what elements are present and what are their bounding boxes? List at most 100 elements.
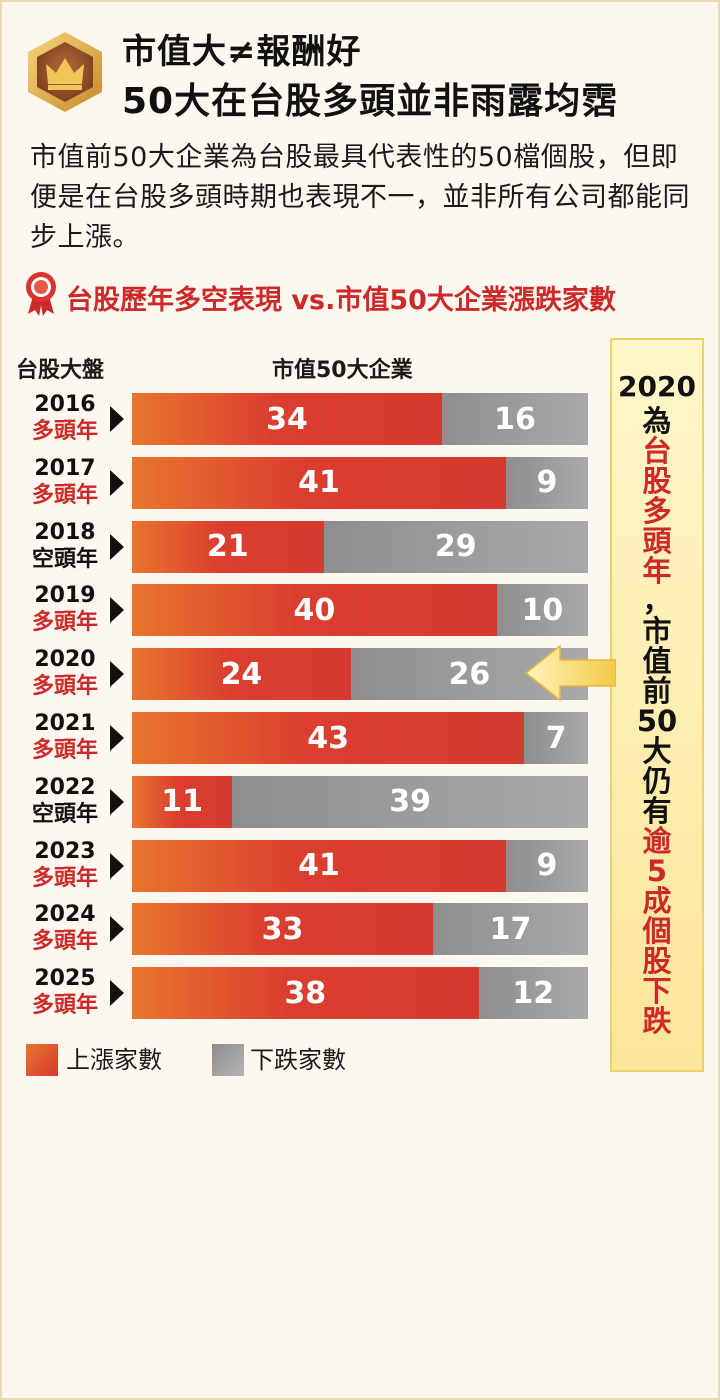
bar-segment-down: 29 <box>323 520 588 573</box>
bar-segment-down: 10 <box>496 584 588 637</box>
year-number: 2019 <box>34 583 96 609</box>
side-annotation-char: 年 <box>642 554 672 588</box>
triangle-pointer-icon <box>110 406 124 432</box>
year-number: 2022 <box>34 774 96 800</box>
triangle-pointer-icon <box>110 533 124 560</box>
market-state-label: 多頭年 <box>31 865 98 891</box>
side-annotation-char: 仍 <box>642 764 672 798</box>
bar-segment-up: 40 <box>132 584 497 637</box>
chart-row-2020: 2020 多頭年 24 26 <box>0 646 600 701</box>
triangle-pointer-icon <box>110 661 124 688</box>
side-annotation-char: 股 <box>642 944 672 978</box>
side-annotation-char: ， <box>642 584 672 618</box>
chart-row-2021: 2021 多頭年 43 7 <box>0 710 600 764</box>
year-label: 2021 多頭年 <box>20 710 110 764</box>
side-annotation-char: 多 <box>642 494 672 528</box>
year-number: 2016 <box>34 392 96 417</box>
stacked-bar: 34 16 <box>132 393 588 445</box>
column-header-top50: 市值50大企業 <box>272 358 413 383</box>
year-number: 2024 <box>34 902 96 928</box>
bar-segment-down: 9 <box>505 456 588 509</box>
year-number: 2023 <box>34 838 96 864</box>
side-annotation-char: 值 <box>642 644 672 678</box>
triangle-pointer-icon <box>110 788 124 815</box>
side-annotation-year: 2020 <box>618 370 696 403</box>
bar-segment-down: 12 <box>478 967 588 1020</box>
bar-segment-down: 9 <box>505 839 588 892</box>
legend-swatch-up <box>26 1044 58 1076</box>
market-state-label: 空頭年 <box>31 801 98 827</box>
triangle-pointer-icon <box>110 916 124 943</box>
chart-row-2016: 2016 多頭年 34 16 <box>0 392 600 445</box>
year-number: 2018 <box>34 519 96 545</box>
side-annotation-char: 大 <box>642 734 672 768</box>
triangle-pointer-icon <box>110 597 124 624</box>
side-annotation-char: 跌 <box>642 1004 672 1038</box>
chart-row-2017: 2017 多頭年 41 9 <box>0 455 600 509</box>
market-state-label: 多頭年 <box>31 610 98 636</box>
year-label: 2023 多頭年 <box>20 838 110 892</box>
side-annotation-char: 股 <box>642 464 672 498</box>
triangle-pointer-icon <box>110 469 124 496</box>
year-label: 2018 空頭年 <box>20 519 110 573</box>
legend-label-up: 上漲家數 <box>66 1046 162 1074</box>
title-line-2: 50大在台股多頭並非雨露均霑 <box>122 81 619 122</box>
bar-segment-up: 11 <box>132 775 233 828</box>
side-annotation-char: 5 <box>646 854 668 888</box>
bar-segment-up: 41 <box>132 456 506 509</box>
bar-segment-up: 38 <box>132 967 479 1020</box>
column-header-market: 台股大盤 <box>16 358 105 383</box>
legend-label-down: 下跌家數 <box>250 1046 346 1074</box>
year-number: 2025 <box>34 966 96 992</box>
stacked-bar: 40 10 <box>132 584 588 637</box>
chart-row-2025: 2025 多頭年 38 12 <box>0 966 600 1020</box>
bar-segment-down: 17 <box>432 903 588 956</box>
market-state-label: 多頭年 <box>31 482 98 508</box>
stacked-bar: 43 7 <box>132 712 588 764</box>
stacked-bar: 41 9 <box>132 456 588 509</box>
side-annotation-char: 個 <box>642 914 672 948</box>
bar-segment-up: 41 <box>132 839 506 892</box>
market-state-label: 多頭年 <box>31 419 98 444</box>
triangle-pointer-icon <box>110 725 124 751</box>
year-label: 2020 多頭年 <box>20 646 110 700</box>
chart-row-2022: 2022 空頭年 11 39 <box>0 774 600 828</box>
side-annotation-char: 市 <box>642 614 672 648</box>
market-state-label: 多頭年 <box>31 929 98 955</box>
side-annotation-char: 頭 <box>642 524 672 558</box>
year-label: 2019 多頭年 <box>20 582 110 636</box>
title-line-1: 市值大≠報酬好 <box>122 32 362 72</box>
legend-swatch-down <box>212 1044 244 1076</box>
side-annotation-char: 前 <box>642 674 672 708</box>
year-label: 2017 多頭年 <box>20 455 110 509</box>
side-annotation-char: 台 <box>642 434 672 468</box>
crown-badge-icon <box>28 32 102 112</box>
bar-segment-down: 7 <box>524 712 588 764</box>
market-state-label: 空頭年 <box>31 546 98 572</box>
stacked-bar: 21 29 <box>132 520 588 573</box>
bar-segment-down: 39 <box>232 775 588 828</box>
side-annotation-text: 為台股多頭年，市值前 50 大仍有逾 5 成個股下跌 <box>612 406 702 1036</box>
bar-segment-up: 21 <box>132 520 324 573</box>
market-state-label: 多頭年 <box>31 993 98 1019</box>
bar-segment-up: 24 <box>132 648 351 701</box>
bar-segment-down: 16 <box>442 393 588 445</box>
year-label: 2024 多頭年 <box>20 901 110 955</box>
stacked-bar: 11 39 <box>132 775 588 828</box>
side-annotation-char: 為 <box>642 404 672 438</box>
chart-row-2024: 2024 多頭年 33 17 <box>0 901 600 956</box>
bar-segment-up: 43 <box>132 712 525 764</box>
market-state-label: 多頭年 <box>31 738 98 763</box>
side-annotation-panel: 2020 為台股多頭年，市值前 50 大仍有逾 5 成個股下跌 <box>610 338 704 1072</box>
year-number: 2020 <box>34 647 96 673</box>
side-annotation-char: 成 <box>642 884 672 918</box>
arrow-left-icon <box>524 644 616 702</box>
market-state-label: 多頭年 <box>31 674 98 700</box>
side-annotation-char: 下 <box>642 974 672 1008</box>
side-annotation-char: 50 <box>636 704 678 738</box>
stacked-bar: 24 26 <box>132 648 588 701</box>
year-label: 2022 空頭年 <box>20 774 110 828</box>
bar-segment-up: 34 <box>132 393 443 445</box>
chart-row-2019: 2019 多頭年 40 10 <box>0 582 600 637</box>
chart-row-2018: 2018 空頭年 21 29 <box>0 519 600 573</box>
